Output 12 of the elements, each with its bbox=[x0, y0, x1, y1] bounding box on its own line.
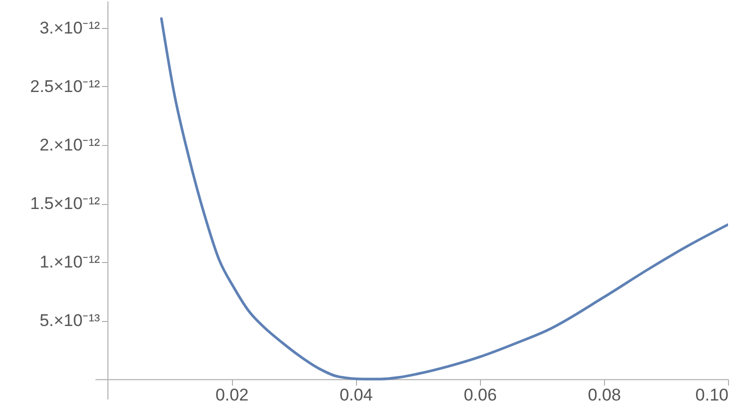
y-tick-label: 2.5×10⁻¹² bbox=[30, 76, 100, 96]
x-tick-label: 0.02 bbox=[215, 386, 249, 405]
y-tick-label: 3.×10⁻¹² bbox=[40, 18, 100, 38]
y-tick-label: 2.×10⁻¹² bbox=[40, 135, 100, 154]
line-series bbox=[160, 17, 728, 380]
y-tick-label: 5.×10⁻¹³ bbox=[40, 311, 100, 330]
y-tick-label: 1.5×10⁻¹² bbox=[30, 194, 100, 214]
y-tick-label: 1.×10⁻¹² bbox=[40, 252, 100, 272]
x-tick-label: 0.10 bbox=[695, 386, 728, 405]
x-tick-label: 0.06 bbox=[464, 386, 497, 405]
x-tick-label: 0.04 bbox=[340, 386, 373, 405]
x-tick-label: 0.08 bbox=[588, 386, 621, 405]
